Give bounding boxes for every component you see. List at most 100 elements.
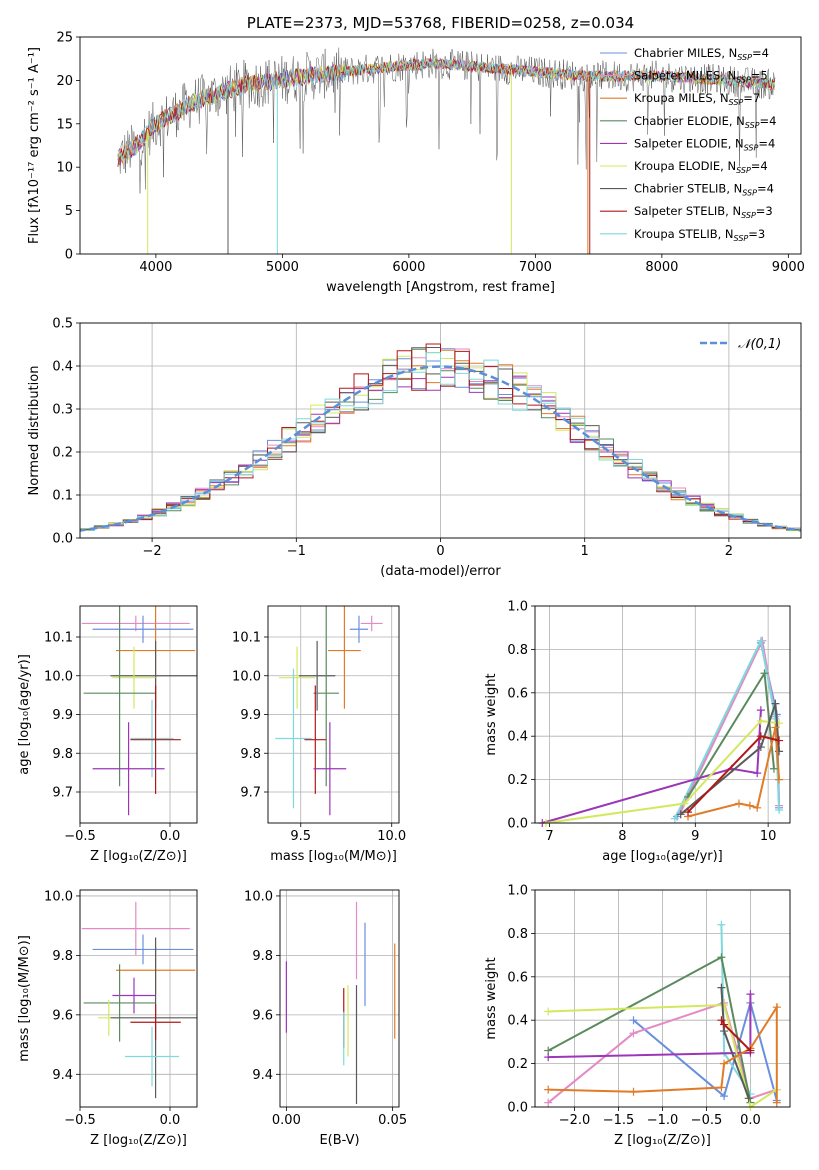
legend-subscript: SSP xyxy=(741,211,756,220)
y-tick-label: 9.6 xyxy=(52,1008,73,1023)
legend-subscript: SSP xyxy=(744,143,759,152)
residuals-axes: −2 −1 0 1 2 0.0 0.1 0.2 0.3 0.4 0.5 (data-model)/er… xyxy=(27,317,801,579)
y-tick-label: 10.0 xyxy=(244,889,273,904)
legend-entry: Salpeter ELODIE, NSSP=4 xyxy=(634,136,775,152)
spectrum-line-ks xyxy=(117,58,776,161)
x-tick-label: 7 xyxy=(545,829,553,844)
axes-frame xyxy=(534,605,791,824)
y-tick-label: 0.8 xyxy=(507,643,528,658)
legend-subscript: SSP xyxy=(736,76,751,85)
x-tick-label: −0.5 xyxy=(64,829,96,844)
weight-marker-se xyxy=(753,769,762,778)
legend-count: =3 xyxy=(756,204,773,218)
y-axis-label: Normed distribution xyxy=(27,366,42,496)
y-tick-label: 9.4 xyxy=(252,1068,273,1083)
y-axis-label: mass weight xyxy=(484,673,499,755)
age_vs_Z-axes: −0.5 0.0 9.7 9.8 9.9 10.0 10.1 Z [log₁₀(Z/Z⊙)] a… xyxy=(17,631,187,865)
weight-marker-cs xyxy=(771,699,780,708)
axes-frame xyxy=(79,889,198,1108)
y-axis-label: mass weight xyxy=(484,957,499,1039)
axes-frame xyxy=(79,605,198,824)
weight-marker-kr xyxy=(717,1083,726,1092)
axes-frame xyxy=(267,605,400,824)
y-tick-label: 0.4 xyxy=(507,730,528,745)
gaussian-reference-curve xyxy=(80,365,801,532)
x-tick-label: 0.0 xyxy=(160,829,181,844)
weight-marker-ss xyxy=(775,736,784,745)
y-tick-label: 0.1 xyxy=(52,489,73,504)
y-tick-label: 9.4 xyxy=(52,1068,73,1083)
x-tick-label: −0.5 xyxy=(64,1113,96,1128)
weight-marker-kr xyxy=(720,1059,729,1068)
legend-count: =4 xyxy=(751,159,768,173)
weight_vs_age-series xyxy=(538,636,784,827)
mass_vs_Z-axes: −0.5 0.0 9.4 9.6 9.8 10.0 Z [log₁₀(Z/Z⊙)] mass … xyxy=(17,889,187,1148)
weight-line-cb xyxy=(632,999,778,1101)
x-tick-label: −2.0 xyxy=(559,1113,591,1128)
spectrum-line-ke xyxy=(117,57,776,167)
y-tick-label: 9.9 xyxy=(52,708,73,723)
x-tick-label: −1.0 xyxy=(647,1113,679,1128)
y-tick-label: 0.4 xyxy=(52,360,73,375)
x-tick-label: 0.0 xyxy=(740,1113,761,1128)
weight-marker-kr xyxy=(772,1098,781,1107)
y-tick-label: 0.2 xyxy=(52,446,73,461)
weight-marker-ss xyxy=(756,732,765,741)
y-tick-label: 0.0 xyxy=(507,1101,528,1116)
weight-line-ce xyxy=(547,955,752,1103)
legend-entry: Chabrier MILES, NSSP=4 xyxy=(634,46,769,62)
weight-marker-se xyxy=(544,1053,553,1062)
y-tick-label: 15 xyxy=(56,117,73,132)
weight-marker-kr xyxy=(629,1087,638,1096)
mass_vs_EBV-axes: 0.00 0.05 9.4 9.6 9.8 10.0 E(B-V) xyxy=(244,889,407,1148)
x-tick-label: 8000 xyxy=(645,260,678,275)
weight_vs_age-axes: 7 8 9 10 0.0 0.2 0.4 0.6 0.8 1.0 age [log₁₀(age/yr… xyxy=(484,600,790,864)
weight-marker-cs xyxy=(756,743,765,752)
x-tick-label: 5000 xyxy=(266,260,299,275)
legend-text: Kroupa ELODIE, N xyxy=(634,159,736,173)
x-tick-label: 9 xyxy=(691,829,699,844)
weight-marker-sl xyxy=(629,1029,638,1038)
weight-marker-cb xyxy=(720,1092,729,1101)
x-tick-label: −1 xyxy=(287,544,306,559)
legend-gaussian-label: 𝒩(0,1) xyxy=(738,337,781,352)
weight-marker-ks xyxy=(775,805,784,814)
weight-marker-ks xyxy=(756,636,765,645)
weight-marker-kr xyxy=(771,723,780,732)
weight-marker-kr xyxy=(745,801,754,810)
y-tick-label: 20 xyxy=(56,74,73,89)
legend-text: Chabrier ELODIE, N xyxy=(634,114,745,128)
x-tick-label: 1 xyxy=(581,544,589,559)
x-tick-label: 0.0 xyxy=(160,1113,181,1128)
legend-count: =4 xyxy=(758,136,775,150)
legend-entry: Kroupa ELODIE, NSSP=4 xyxy=(634,159,768,175)
weight-marker-ke xyxy=(544,1007,553,1016)
y-tick-label: 9.8 xyxy=(252,949,273,964)
x-tick-label: 8 xyxy=(618,829,626,844)
legend-count: =3 xyxy=(748,227,765,241)
legend-text: Kroupa MILES, N xyxy=(634,91,729,105)
legend-text: Kroupa STELIB, N xyxy=(634,227,734,241)
weight-marker-ss xyxy=(720,1020,729,1029)
mass_vs_Z-errorbars xyxy=(81,901,197,1099)
legend-subscript: SSP xyxy=(736,166,751,175)
weight-marker-ke xyxy=(680,799,689,808)
x-tick-label: −1.5 xyxy=(603,1113,635,1128)
x-tick-label: 0 xyxy=(436,544,444,559)
legend-text: Chabrier STELIB, N xyxy=(634,182,742,196)
weight-marker-ce xyxy=(760,669,769,678)
weight-marker-ce xyxy=(769,764,778,773)
y-tick-label: 9.8 xyxy=(52,949,73,964)
chart-title: PLATE=2373, MJD=53768, FIBERID=0258, z=0… xyxy=(247,14,634,32)
x-axis-label: Z [log₁₀(Z/Z⊙)] xyxy=(614,1133,711,1148)
legend-entry: Kroupa STELIB, NSSP=3 xyxy=(634,227,765,243)
y-tick-label: 1.0 xyxy=(507,600,528,615)
legend-subscript: SSP xyxy=(734,234,749,243)
axes-frame xyxy=(279,889,400,1108)
y-tick-label: 9.7 xyxy=(240,786,261,801)
weight-marker-cs xyxy=(717,983,726,992)
age_vs_mass-errorbars xyxy=(275,606,383,816)
y-tick-label: 5 xyxy=(65,204,73,219)
